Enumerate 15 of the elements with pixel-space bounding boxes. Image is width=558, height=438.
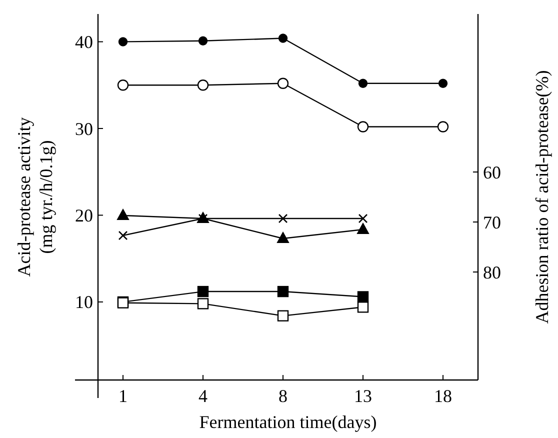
y-tick-label: 20 (75, 206, 93, 226)
x-tick-label: 13 (354, 386, 372, 406)
y2-tick-label: 80 (483, 262, 501, 282)
y2-axis-title: Adhesion ratio of acid-protease(%) (532, 70, 552, 324)
x-axis-title: Fermentation time(days) (199, 412, 377, 432)
y-tick-label: 30 (75, 118, 93, 139)
x-tick-label: 8 (278, 386, 288, 406)
y-tick-label: 40 (75, 32, 93, 52)
x-tick-label: 18 (434, 386, 452, 406)
y-axis-title: Acid-protease activity (mg tyr./h/0.1g) (14, 117, 56, 277)
y2-tick-label: 60 (483, 162, 501, 182)
y2-tick-label: 70 (483, 212, 501, 232)
x-tick-label: 1 (118, 386, 128, 406)
y-tick-label: 10 (75, 292, 93, 312)
x-tick-label: 4 (198, 386, 208, 406)
